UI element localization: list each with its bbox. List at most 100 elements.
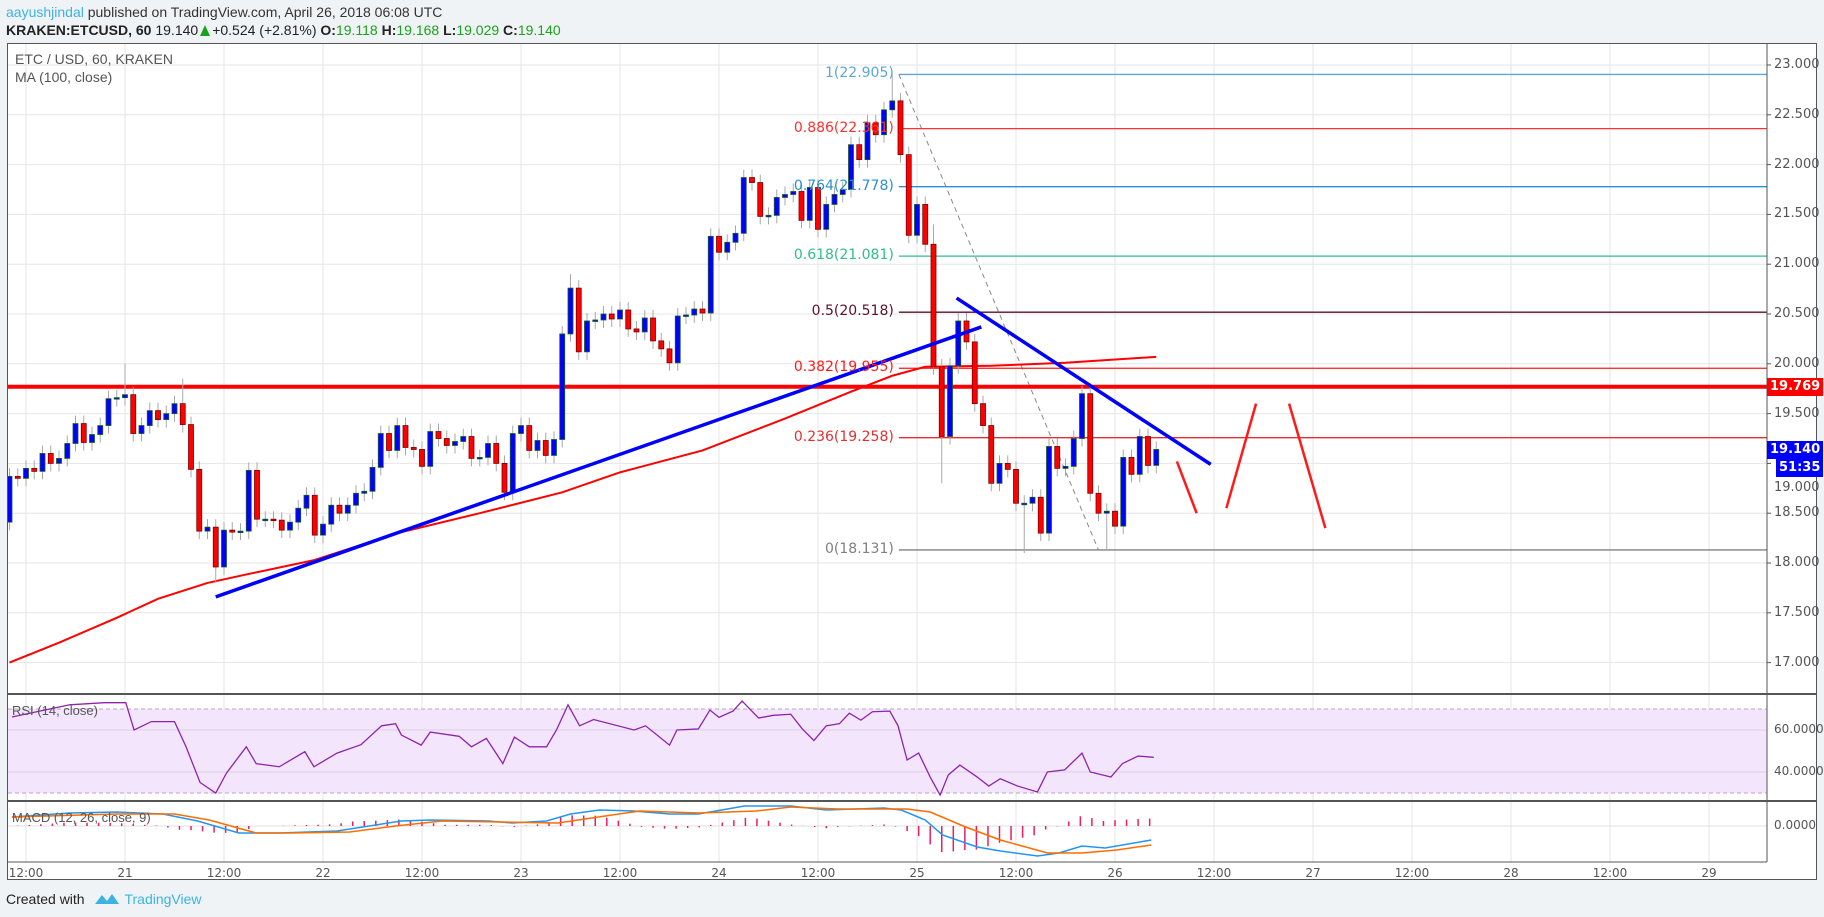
- x-tick-label: 21: [117, 866, 133, 880]
- tradingview-logo-icon: [95, 894, 120, 904]
- descending-resistance-trendline: [955, 296, 1212, 466]
- x-tick-label: 12:00: [1394, 866, 1430, 880]
- candle-up: [765, 214, 772, 218]
- candle-up: [1029, 496, 1036, 504]
- fib-level-label: 0(18.131): [825, 540, 894, 557]
- candle-up: [171, 403, 178, 415]
- price-tick-label: 21.000: [1774, 256, 1820, 272]
- candle-up: [683, 314, 689, 317]
- candle-down: [402, 425, 409, 448]
- candle-up: [204, 526, 211, 532]
- candle-down: [971, 341, 978, 405]
- high-label: H:: [381, 22, 397, 38]
- projection-path-line: [1287, 403, 1327, 529]
- candle-down: [930, 243, 937, 368]
- candle-up: [138, 425, 145, 434]
- candle-down: [658, 340, 665, 350]
- macd-pane: [8, 805, 1767, 857]
- candle-down: [608, 313, 615, 320]
- candle-up: [344, 504, 351, 514]
- candle-down: [905, 154, 912, 236]
- candle-down: [980, 403, 986, 426]
- candle-up: [369, 466, 376, 492]
- x-tick-label: 12:00: [1196, 866, 1232, 880]
- created-with-text: Created with: [6, 891, 85, 907]
- candle-up: [353, 492, 359, 506]
- candle-up: [806, 187, 813, 221]
- grid: [8, 44, 1771, 862]
- candle-up: [1021, 502, 1028, 506]
- candle-down: [1054, 446, 1061, 469]
- resistance-price-tag: 19.769: [1767, 378, 1824, 396]
- candle-down: [270, 518, 277, 522]
- candle-up: [691, 308, 698, 316]
- candle-down: [443, 438, 450, 446]
- candle-down: [699, 308, 706, 314]
- candle-down: [80, 423, 87, 443]
- candle-up: [732, 232, 739, 243]
- candle-up: [361, 490, 368, 494]
- x-tick-label: 27: [1305, 866, 1321, 880]
- candle-up: [72, 423, 79, 444]
- author-link[interactable]: aayushjindal: [6, 4, 84, 20]
- candle-up: [394, 425, 401, 451]
- candle-up: [592, 319, 599, 322]
- candle-up: [848, 144, 854, 190]
- candle-up: [947, 365, 953, 437]
- x-tick-label: 12:00: [404, 866, 440, 880]
- candle-up: [955, 320, 962, 367]
- rsi-band: [8, 709, 1767, 793]
- macd-legend[interactable]: MACD (12, 26, close, 9): [12, 810, 151, 825]
- x-tick-label: 12:00: [602, 866, 638, 880]
- candle-down: [1037, 496, 1044, 534]
- candle-up: [674, 315, 681, 364]
- candle-down: [419, 449, 425, 467]
- candle-down: [435, 431, 442, 439]
- close-label: C:: [503, 22, 518, 38]
- candle-down: [938, 366, 945, 437]
- price-tick-label: 18.500: [1774, 505, 1820, 521]
- candle-up: [476, 457, 483, 460]
- candle-up: [740, 177, 747, 234]
- fib-level-label: 0.382(19.955): [793, 359, 894, 376]
- candle-up: [56, 458, 62, 464]
- macd-signal-line: [11, 806, 1152, 854]
- candle-down: [311, 494, 318, 536]
- candle-up: [122, 394, 128, 399]
- fib-level-label: 0.236(19.258): [793, 428, 894, 445]
- candle-down: [575, 287, 582, 353]
- candle-up: [427, 431, 434, 467]
- candle-down: [749, 177, 755, 183]
- chart-legend-title: ETC / USD, 60, KRAKEN: [15, 51, 173, 67]
- candle-down: [650, 317, 656, 342]
- candle-up: [1070, 438, 1077, 467]
- candle-down: [212, 526, 219, 568]
- ma-legend[interactable]: MA (100, close): [15, 69, 113, 85]
- candle-down: [798, 191, 805, 221]
- x-tick-label: 28: [1503, 866, 1519, 880]
- candle-up: [567, 287, 574, 335]
- candle-down: [410, 447, 417, 450]
- candle-down: [188, 424, 194, 470]
- candle-up: [163, 413, 170, 420]
- candle-up: [39, 453, 46, 472]
- x-tick-label: 12:00: [206, 866, 242, 880]
- candle-up: [287, 521, 293, 531]
- fib-level-label: 0.618(21.081): [793, 247, 894, 264]
- candle-up: [89, 434, 95, 443]
- candle-down: [872, 122, 879, 136]
- rsi-legend[interactable]: RSI (14, close): [12, 703, 98, 718]
- candle-down: [815, 187, 821, 230]
- candle-down: [1013, 468, 1019, 504]
- candle-down: [196, 468, 203, 532]
- price-tick-label: 17.500: [1774, 604, 1820, 620]
- tradingview-brand-link[interactable]: TradingView: [124, 891, 202, 907]
- candle-up: [1136, 436, 1143, 475]
- price-tick-label: 18.000: [1774, 555, 1820, 570]
- candle-up: [245, 469, 252, 532]
- up-arrow-icon: [200, 25, 211, 36]
- candle-down: [31, 467, 38, 472]
- candle-down: [897, 100, 904, 156]
- price-tick-label: 19.000: [1774, 480, 1820, 495]
